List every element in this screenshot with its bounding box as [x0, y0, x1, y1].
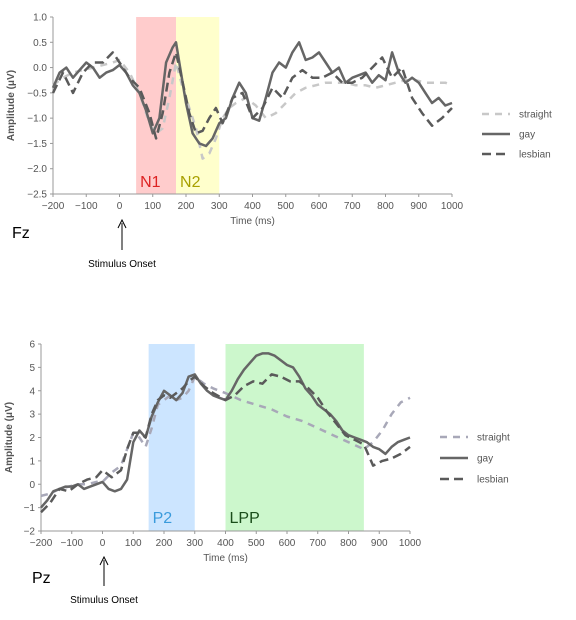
x-axis-label: Time (ms) — [230, 216, 275, 227]
panel-label: Fz — [12, 225, 30, 242]
series-line-lesbian — [40, 373, 411, 514]
region-n1 — [136, 17, 177, 194]
stimulus-onset-arrow-icon — [117, 218, 127, 229]
region-n2 — [176, 17, 220, 194]
y-tick-label: −1 — [24, 503, 36, 514]
y-tick-label: −0.5 — [27, 88, 47, 99]
series-line-lesbian — [51, 51, 453, 140]
y-tick-label: 0.5 — [33, 38, 47, 49]
y-tick-label: −1.5 — [27, 139, 47, 150]
x-tick-label: 0 — [117, 201, 123, 212]
series-line-straight — [40, 375, 411, 498]
stimulus-onset-arrow-icon — [99, 555, 109, 566]
y-tick-label: 4 — [29, 386, 35, 397]
y-tick-label: −1.0 — [27, 114, 47, 125]
y-axis-label: Amplitude (μV) — [6, 70, 17, 141]
x-tick-label: 700 — [344, 201, 361, 212]
y-tick-label: 0.0 — [33, 63, 47, 74]
y-tick-label: −2.0 — [27, 164, 47, 175]
x-tick-label: 300 — [211, 201, 228, 212]
x-tick-label: −100 — [75, 201, 98, 212]
y-tick-label: −2.5 — [27, 190, 47, 201]
x-tick-label: 600 — [279, 538, 296, 549]
legend-label-straight: straight — [519, 110, 552, 121]
region-label-lpp: LPP — [230, 510, 260, 527]
x-tick-label: −200 — [42, 201, 65, 212]
stimulus-onset-label: Stimulus Onset — [70, 595, 138, 606]
region-lpp — [225, 344, 364, 531]
region-p2 — [148, 344, 195, 531]
region-label-n2: N2 — [180, 174, 201, 191]
x-tick-label: 600 — [311, 201, 328, 212]
x-tick-label: 200 — [178, 201, 195, 212]
x-tick-label: 200 — [156, 538, 173, 549]
x-axis-label: Time (ms) — [203, 553, 248, 564]
x-tick-label: −200 — [30, 538, 53, 549]
y-tick-label: 1 — [29, 456, 35, 467]
x-tick-label: 500 — [248, 538, 265, 549]
legend-label-gay: gay — [519, 130, 535, 141]
y-tick-label: 0 — [29, 480, 35, 491]
y-tick-label: 2 — [29, 433, 35, 444]
y-tick-label: 6 — [29, 340, 35, 351]
x-tick-label: −100 — [60, 538, 83, 549]
x-tick-label: 400 — [244, 201, 261, 212]
y-tick-label: 3 — [29, 410, 35, 421]
erp-panel-fz: N1 N2 −2.5 −2.0 −1.5 −1.0 −0.5 0.0 0.5 1.0 −200 −10… — [6, 13, 552, 271]
series-line-gay — [51, 41, 453, 148]
x-tick-label: 500 — [277, 201, 294, 212]
stimulus-onset-label: Stimulus Onset — [88, 259, 156, 270]
x-tick-label: 1000 — [399, 538, 422, 549]
y-tick-label: −2 — [24, 527, 36, 538]
x-tick-label: 100 — [125, 538, 142, 549]
region-label-n1: N1 — [140, 174, 161, 191]
x-tick-label: 100 — [144, 201, 161, 212]
legend-label-lesbian: lesbian — [519, 150, 551, 161]
x-tick-label: 800 — [340, 538, 357, 549]
y-axis-label: Amplitude (μV) — [4, 402, 15, 473]
region-label-p2: P2 — [153, 510, 173, 527]
legend-label-straight: straight — [477, 433, 510, 444]
y-tick-label: 1.0 — [33, 13, 47, 24]
x-tick-label: 900 — [410, 201, 427, 212]
x-tick-label: 300 — [186, 538, 203, 549]
erp-panel-pz: P2 LPP −2 −1 0 1 2 3 4 5 6 −200 −100 0 100 200 300 400 500… — [4, 340, 510, 607]
x-tick-label: 700 — [309, 538, 326, 549]
x-tick-label: 800 — [377, 201, 394, 212]
x-tick-label: 1000 — [441, 201, 464, 212]
x-tick-label: 0 — [100, 538, 106, 549]
legend-label-lesbian: lesbian — [477, 475, 509, 486]
panel-label: Pz — [32, 570, 51, 587]
y-tick-label: 5 — [29, 363, 35, 374]
legend-label-gay: gay — [477, 454, 493, 465]
x-tick-label: 900 — [371, 538, 388, 549]
x-tick-label: 400 — [217, 538, 234, 549]
series-line-straight — [52, 58, 453, 160]
